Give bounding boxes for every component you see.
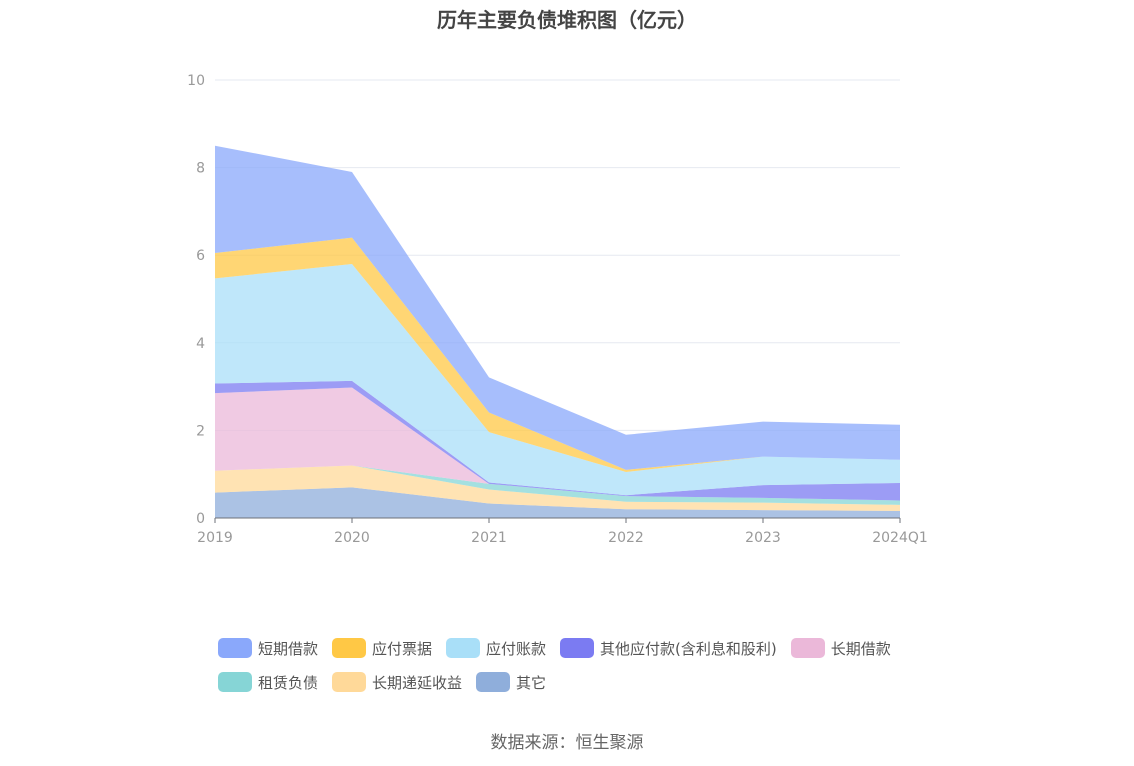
y-tick-label: 6 (196, 248, 205, 264)
legend-item[interactable]: 其它 (476, 672, 546, 693)
legend-label: 长期递延收益 (372, 673, 463, 692)
area-series-6 (215, 237, 900, 473)
area-series-0 (215, 487, 900, 518)
legend-label: 应付账款 (486, 639, 547, 658)
legend-item[interactable]: 应付账款 (446, 638, 546, 659)
legend-label: 短期借款 (258, 639, 319, 658)
legend-label: 长期借款 (830, 639, 891, 658)
area-series-5 (215, 263, 900, 496)
area-series-3 (215, 387, 900, 501)
legend-label: 应付票据 (372, 639, 433, 658)
y-tick-label: 10 (187, 73, 205, 89)
legend-label: 其他应付款(含利息和股利) (600, 639, 777, 658)
y-tick-label: 0 (196, 511, 205, 527)
y-tick-label: 4 (196, 336, 205, 352)
legend-item[interactable]: 其他应付款(含利息和股利) (560, 638, 777, 659)
legend-swatch (560, 638, 595, 658)
y-tick-label: 2 (196, 423, 205, 439)
x-tick-label: 2020 (334, 530, 370, 546)
legend-item[interactable]: 应付票据 (332, 638, 432, 659)
legend-item[interactable]: 长期借款 (790, 638, 891, 659)
legend-swatch (446, 638, 481, 658)
legend-item[interactable]: 短期借款 (218, 638, 318, 659)
area-series-2 (215, 465, 900, 505)
legend-row: 租赁负债 长期递延收益 其它 (218, 665, 938, 699)
legend-swatch (476, 672, 511, 692)
data-source-note: 数据来源：恒生聚源 (490, 733, 644, 753)
legend-item[interactable]: 租赁负债 (218, 672, 318, 693)
area-series-1 (215, 465, 900, 511)
legend-label: 其它 (516, 673, 547, 692)
legend-swatch (332, 638, 367, 658)
x-tick-label: 2022 (608, 530, 644, 546)
chart-legend: 短期借款 应付票据 应付账款 其他应付款(含利息和股利) 长期借款租赁负债 长期递延收益 其… (218, 631, 938, 699)
legend-item[interactable]: 长期递延收益 (332, 672, 462, 693)
legend-swatch (790, 638, 825, 658)
area-series-4 (215, 380, 900, 501)
area-series-group (215, 145, 900, 518)
legend-label: 租赁负债 (258, 673, 319, 692)
legend-swatch (218, 638, 252, 658)
chart-title: 历年主要负债堆积图（亿元） (437, 8, 697, 32)
x-tick-label: 2019 (197, 530, 233, 546)
x-tick-label: 2021 (471, 530, 507, 546)
y-tick-label: 8 (196, 161, 205, 177)
legend-swatch (218, 672, 252, 692)
x-tick-label: 2024Q1 (872, 530, 928, 546)
area-series-7 (215, 145, 900, 470)
legend-swatch (332, 672, 367, 692)
legend-row: 短期借款 应付票据 应付账款 其他应付款(含利息和股利) 长期借款 (218, 631, 938, 665)
x-tick-label: 2023 (745, 530, 781, 546)
